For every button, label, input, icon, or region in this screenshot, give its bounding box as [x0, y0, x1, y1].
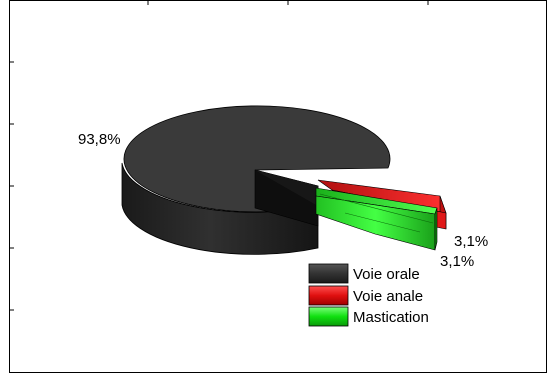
legend-label-voie-anale: Voie anale: [353, 288, 423, 305]
legend: Voie orale Voie anale Mastication: [308, 263, 429, 327]
value-label-voie-anale: 3,1%: [454, 233, 488, 250]
legend-entry-voie-anale: Voie anale: [308, 285, 423, 306]
value-label-voie-orale: 93,8%: [78, 131, 121, 148]
legend-label-voie-orale: Voie orale: [353, 266, 420, 283]
pie-slice-mastication: [315, 187, 438, 251]
legend-swatch-voie-orale: [308, 263, 349, 284]
legend-entry-voie-orale: Voie orale: [308, 263, 420, 284]
legend-swatch-mastication: [308, 306, 349, 327]
pie-slice-voie-orale: [121, 105, 391, 255]
legend-entry-mastication: Mastication: [308, 306, 429, 327]
value-label-mastication: 3,1%: [440, 253, 474, 270]
legend-label-mastication: Mastication: [353, 309, 429, 326]
legend-swatch-voie-anale: [308, 285, 349, 306]
